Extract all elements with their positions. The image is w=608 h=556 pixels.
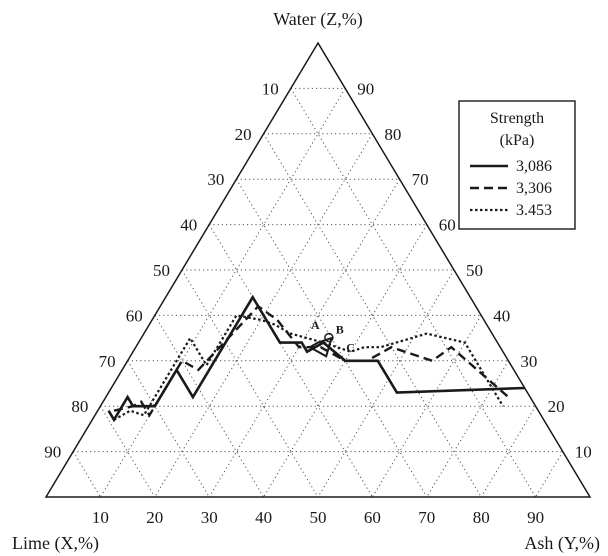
grid-line-lime (208, 224, 373, 498)
grid-line-ash (317, 269, 455, 498)
right-edge-tick: 90 (357, 79, 374, 98)
bottom-edge-tick: 80 (473, 508, 490, 527)
right-edge-tick: 20 (548, 397, 565, 416)
optimum-region-outline (307, 336, 334, 358)
annotation-label: C (346, 341, 355, 355)
right-edge-tick: 80 (384, 125, 401, 144)
left-edge-tick: 60 (126, 306, 143, 325)
grid-line-ash (263, 224, 428, 498)
legend-entry-label: 3,306 (516, 180, 552, 197)
legend: Strength (kPa) 3,086 3,306 3.453 (458, 100, 576, 230)
legend-entry-label: 3.453 (516, 202, 552, 219)
left-edge-tick: 30 (207, 170, 224, 189)
grid-line-lime (72, 451, 101, 498)
bottom-edge-tick: 70 (418, 508, 435, 527)
triangle-outline (44, 41, 592, 498)
legend-unit: (kPa) (500, 132, 535, 149)
grid-line-ash (426, 360, 509, 498)
legend-entries: 3,086 3,306 3.453 (470, 158, 552, 219)
left-edge-tick: 50 (153, 261, 170, 280)
left-edge-tick: 80 (71, 397, 88, 416)
bottom-edge-tick: 20 (146, 508, 163, 527)
x-axis-title: Lime (X,%) (12, 533, 99, 554)
left-edge-tick: 20 (235, 125, 252, 144)
right-edge-tick: 60 (439, 216, 456, 235)
grid-line-ash (480, 405, 537, 498)
bottom-edge-tick: 90 (527, 508, 544, 527)
left-edge-tick: 90 (44, 443, 61, 462)
annotation-label: A (311, 318, 320, 332)
bottom-edge-tick: 60 (364, 508, 381, 527)
grid-line-ash (371, 315, 482, 498)
optimum-region (307, 332, 334, 358)
bottom-edge-tick: 40 (255, 508, 272, 527)
grid-line-lime (99, 405, 156, 498)
right-edge-tick: 10 (575, 443, 592, 462)
grid-line-lime (154, 315, 265, 498)
bottom-edge-tick: 10 (92, 508, 109, 527)
right-edge-tick: 40 (493, 306, 510, 325)
right-edge-tick: 50 (466, 261, 483, 280)
right-edge-tick: 70 (412, 170, 429, 189)
optimum-point-marker (324, 332, 334, 343)
series-line-2 (113, 304, 510, 418)
grid-line-ash (99, 88, 346, 498)
annotation-layer: A BC (311, 318, 355, 355)
grid-line-ash (154, 133, 373, 498)
y-axis-title: Ash (Y,%) (524, 533, 600, 554)
series-layer (107, 294, 525, 423)
grid-line-lime (263, 133, 482, 498)
series-line-3 (113, 314, 504, 421)
left-edge-tick: 70 (99, 352, 116, 371)
bottom-edge-tick: 50 (310, 508, 327, 527)
bottom-edge-tick: 30 (201, 508, 218, 527)
grid-line-ash (535, 451, 564, 498)
z-axis-title: Water (Z,%) (273, 9, 363, 30)
legend-entry-label: 3,086 (516, 158, 552, 175)
triangle-frame (44, 41, 592, 498)
right-edge-tick: 30 (520, 352, 537, 371)
legend-title: Strength (490, 110, 544, 127)
tick-labels: 10 20 30 40 50 60 70 80 90 90 80 70 60 50 40 30 20 10 10 20… (44, 79, 592, 527)
left-edge-tick: 10 (262, 79, 279, 98)
left-edge-tick: 40 (180, 216, 197, 235)
annotation-label: B (336, 323, 344, 337)
